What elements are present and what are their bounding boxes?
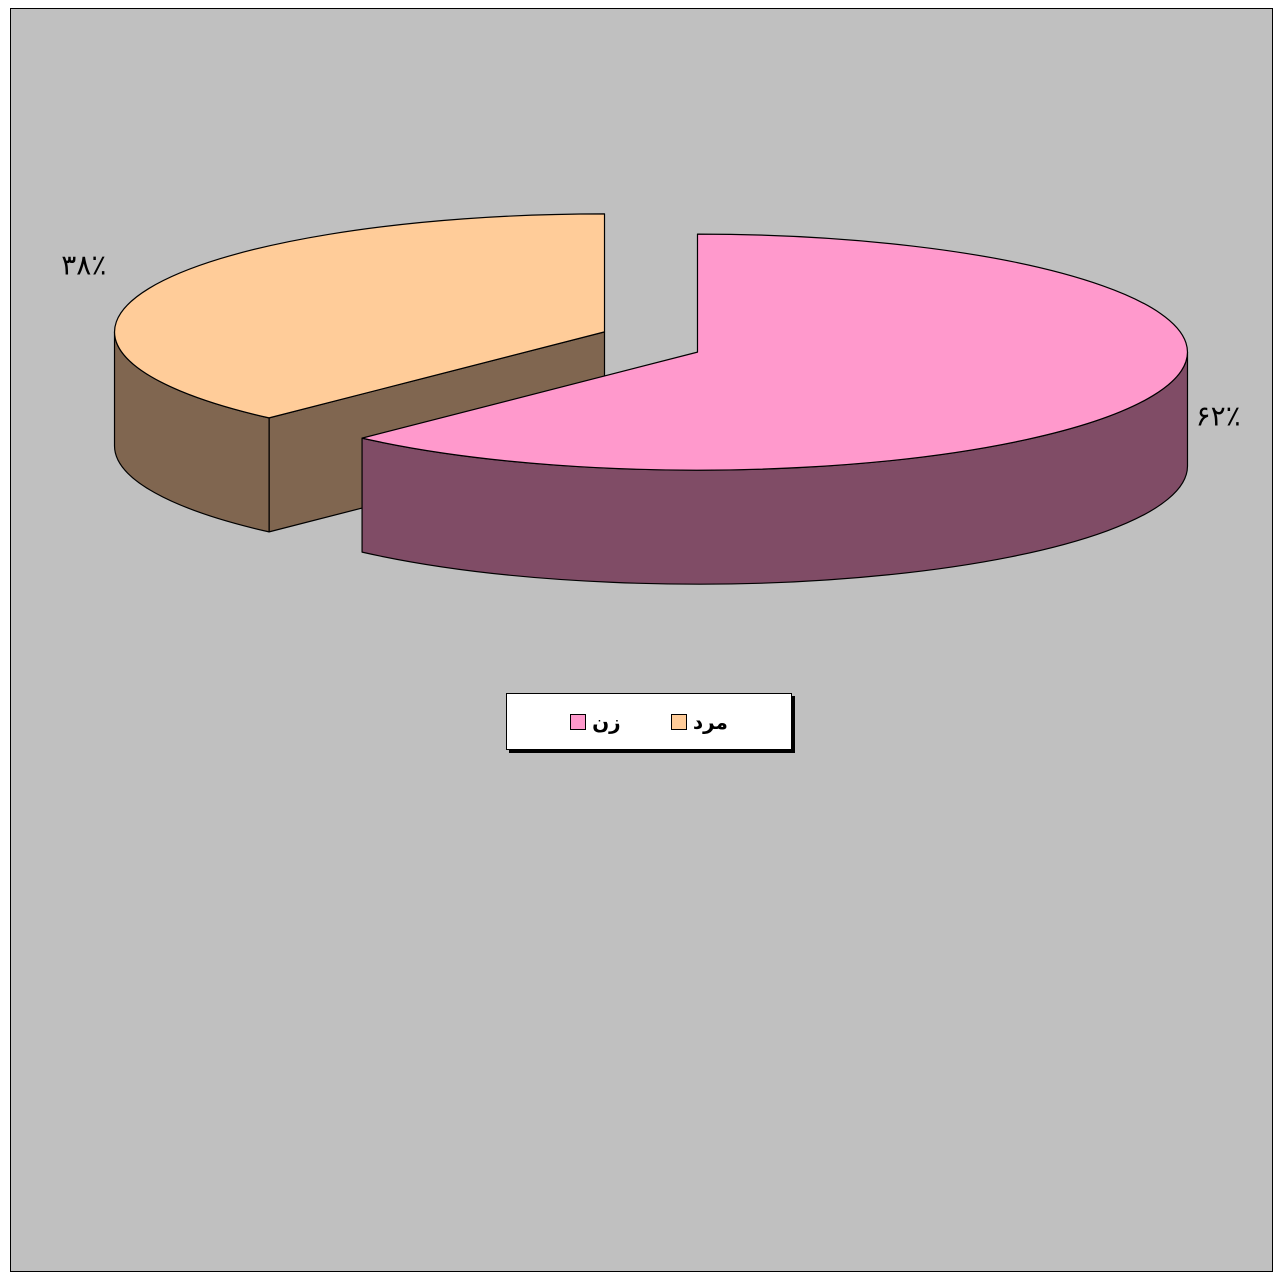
chart-area: ۶۲٪ ۳۸٪ مرد زن: [10, 8, 1273, 1272]
legend-item-women: زن: [570, 710, 621, 734]
slice-1-top: [361, 233, 1189, 471]
legend-label-women: زن: [592, 709, 621, 734]
data-label-1: ۶۲٪: [1196, 400, 1241, 433]
pie-chart: ۶۲٪ ۳۸٪: [61, 213, 1241, 585]
legend: مرد زن: [506, 693, 792, 750]
legend-swatch-men: [670, 713, 687, 730]
legend-item-men: مرد: [670, 709, 728, 734]
legend-label-men: مرد: [692, 709, 728, 734]
slice-2-top: [113, 213, 606, 419]
data-label-2: ۳۸٪: [61, 248, 106, 281]
legend-swatch-women: [570, 713, 587, 730]
